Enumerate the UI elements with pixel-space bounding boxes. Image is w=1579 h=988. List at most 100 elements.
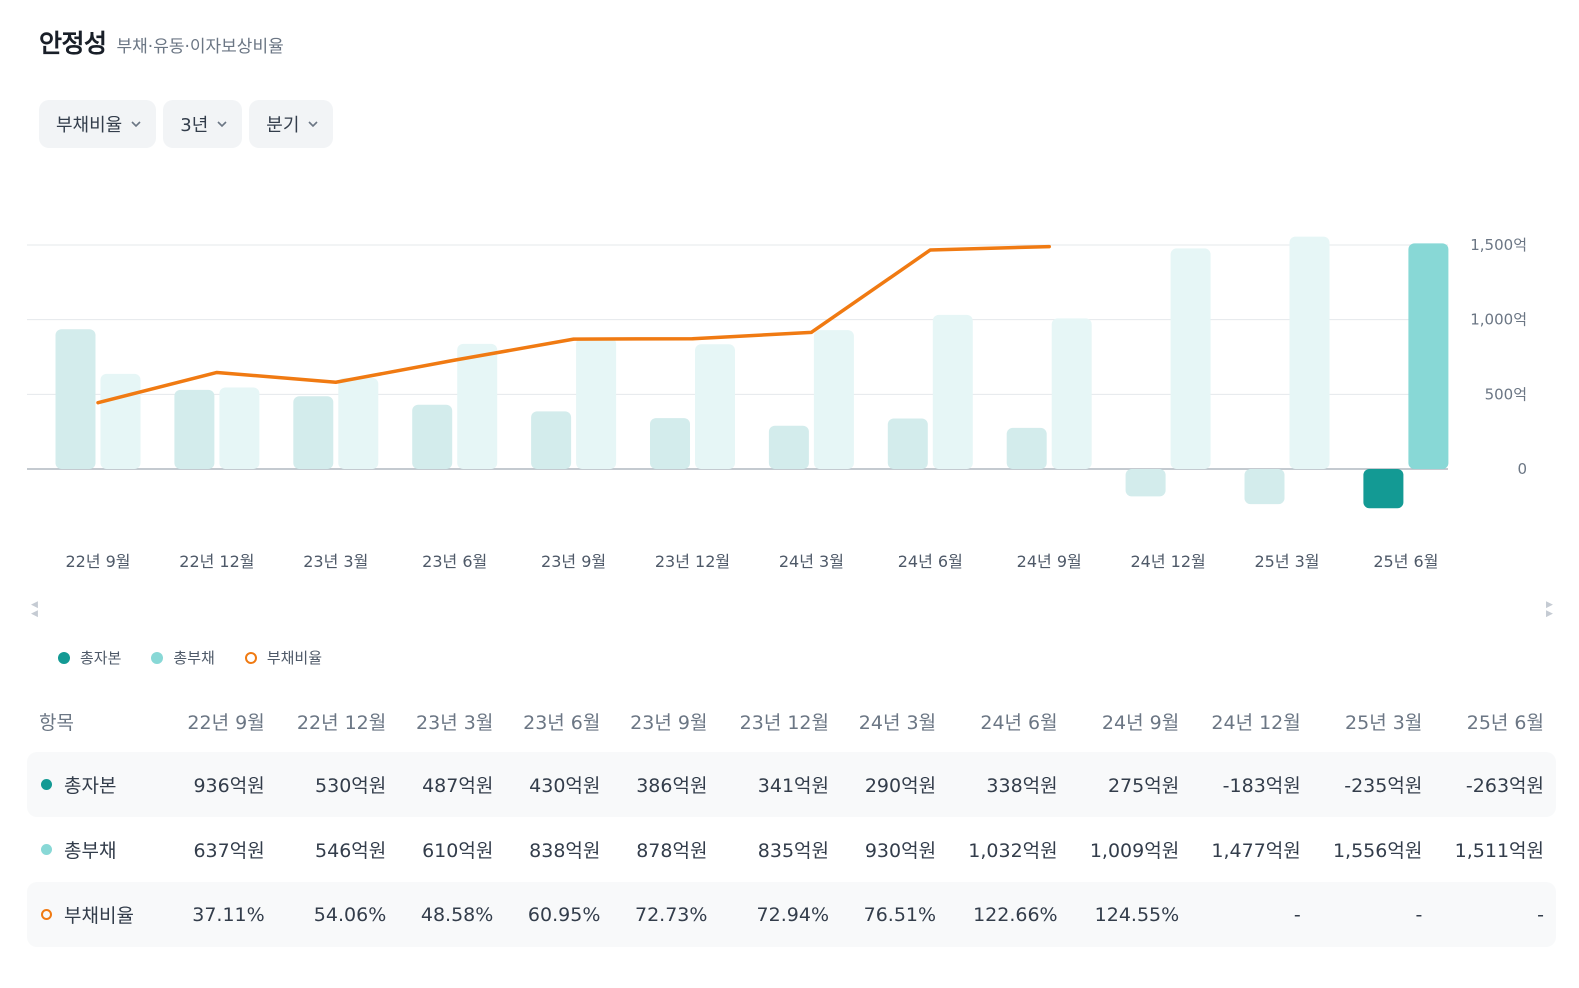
table-cell: 878억원 <box>636 840 708 862</box>
line-debt-ratio <box>96 244 1051 405</box>
bar-liabilities <box>695 344 735 469</box>
table-header-cell: 23년 12월 <box>739 711 829 734</box>
table-header-cell: 22년 12월 <box>296 711 387 734</box>
table-header-cell: 22년 9월 <box>187 711 265 734</box>
legend-label: 총부채 <box>173 649 215 667</box>
section-header: 안정성 부채·유동·이자보상비율 <box>39 24 284 60</box>
interval-dropdown[interactable]: 분기 <box>249 100 334 148</box>
metric-dropdown[interactable]: 부채비율 <box>39 100 157 148</box>
bar-equity <box>531 411 572 469</box>
bar-liabilities <box>1289 236 1330 469</box>
equity-dot-icon <box>41 779 52 790</box>
point-debt-ratio <box>572 337 576 341</box>
table-header-cell: 24년 6월 <box>980 711 1058 734</box>
bar-equity <box>1363 469 1404 509</box>
filter-bar: 부채비율 3년 분기 <box>39 100 334 148</box>
x-tick-label: 24년 6월 <box>898 552 963 571</box>
table-cell: 54.06% <box>276 882 399 947</box>
bar-equity <box>293 396 334 469</box>
stability-chart: 1,500억 1,000억 500억 0 22년 9월 22년 12월 23년 3월 23년 … <box>27 236 1527 571</box>
table-header-cell: 23년 6월 <box>523 711 601 734</box>
legend-equity: 총자본 <box>58 647 121 668</box>
bar-equity <box>887 418 928 469</box>
table-cell: 72.73% <box>612 882 720 947</box>
chevron-down-icon <box>217 121 227 128</box>
bar-liabilities <box>1408 243 1449 469</box>
table-cell: 838억원 <box>529 840 601 862</box>
table-cell: 122.66% <box>948 882 1070 947</box>
table-cell: 1,477억원 <box>1211 840 1301 862</box>
section-title: 안정성 <box>39 29 107 58</box>
x-tick-label: 23년 9월 <box>541 552 606 571</box>
table-row-debt-ratio: 부채비율 37.11% 54.06% 48.58% 60.95% 72.73% … <box>27 882 1556 947</box>
table-header-cell: 23년 3월 <box>416 711 494 734</box>
chevron-down-icon <box>308 121 318 128</box>
table-header-cell: 항목 <box>39 711 74 734</box>
table-header-cell: 25년 3월 <box>1345 711 1423 734</box>
table-cell: 341억원 <box>719 752 841 817</box>
bar-equity <box>1006 427 1047 469</box>
bar-equity <box>650 418 690 469</box>
y-tick-label: 500억 <box>1485 385 1527 403</box>
table-cell: 124.55% <box>1069 882 1192 947</box>
bar-liabilities <box>576 337 617 469</box>
bar-equity <box>1244 469 1285 505</box>
bar-equity <box>174 389 215 469</box>
chevron-down-icon <box>131 121 141 128</box>
debt-ratio-ring-icon <box>41 909 52 920</box>
x-tick-label: 24년 12월 <box>1130 552 1205 571</box>
point-debt-ratio <box>215 370 219 374</box>
row-label-cell: 총부채 <box>27 817 170 882</box>
bar-liabilities <box>457 343 498 469</box>
table-cell: 1,511억원 <box>1454 840 1544 862</box>
bar-liabilities <box>1170 248 1211 469</box>
x-tick-label: 23년 3월 <box>303 552 368 571</box>
bar-equity <box>1125 469 1166 497</box>
x-tick-label: 22년 12월 <box>179 552 254 571</box>
scroll-left-icon[interactable]: ◀ ◀ <box>31 600 38 619</box>
table-cell: -183억원 <box>1191 752 1313 817</box>
table-cell: - <box>1191 882 1313 947</box>
table-cell: 1,032억원 <box>968 840 1058 862</box>
data-table: 항목 22년 9월 22년 12월 23년 3월 23년 6월 23년 9월 2… <box>27 690 1556 947</box>
period-dropdown[interactable]: 3년 <box>163 100 243 148</box>
bar-liabilities <box>1051 318 1092 469</box>
legend-liabilities: 총부채 <box>151 647 215 668</box>
table-cell: - <box>1434 882 1556 947</box>
legend-label: 총자본 <box>80 649 122 667</box>
table-cell: 275억원 <box>1069 752 1192 817</box>
debt-ratio-ring-icon <box>244 651 257 664</box>
table-header-cell: 24년 12월 <box>1211 711 1301 734</box>
table-cell: 936억원 <box>169 752 277 817</box>
point-debt-ratio <box>809 330 813 334</box>
table-cell: 60.95% <box>505 882 613 947</box>
table-cell: 1,009억원 <box>1089 840 1180 862</box>
row-label-cell: 부채비율 <box>27 882 170 947</box>
bar-equity <box>55 329 96 469</box>
point-debt-ratio <box>96 401 100 405</box>
table-cell: 290억원 <box>841 752 949 817</box>
x-tick-label: 22년 9월 <box>65 552 130 571</box>
table-cell: 610억원 <box>422 840 494 862</box>
bar-liabilities <box>932 314 973 469</box>
table-cell: -235억원 <box>1312 752 1435 817</box>
table-cell: 835억원 <box>757 840 829 862</box>
point-debt-ratio <box>334 380 338 384</box>
scroll-right-icon[interactable]: ▶ ▶ <box>1546 600 1553 619</box>
x-tick-label: 23년 12월 <box>655 552 730 571</box>
y-tick-label: 0 <box>1517 460 1527 478</box>
metric-dropdown-label: 부채비율 <box>56 115 123 136</box>
table-cell: 930억원 <box>864 840 937 862</box>
period-dropdown-label: 3년 <box>180 115 209 136</box>
bar-liabilities <box>219 387 260 469</box>
table-header-cell: 23년 9월 <box>630 711 708 734</box>
table-cell: 1,556억원 <box>1332 840 1423 862</box>
section-subtitle: 부채·유동·이자보상비율 <box>116 37 284 57</box>
table-cell: 546억원 <box>315 840 387 862</box>
point-debt-ratio <box>928 248 932 252</box>
interval-dropdown-label: 분기 <box>266 115 300 136</box>
row-label: 부채비율 <box>64 905 134 927</box>
bar-equity <box>412 404 453 469</box>
table-cell: -263억원 <box>1434 752 1556 817</box>
equity-dot-icon <box>58 651 70 664</box>
